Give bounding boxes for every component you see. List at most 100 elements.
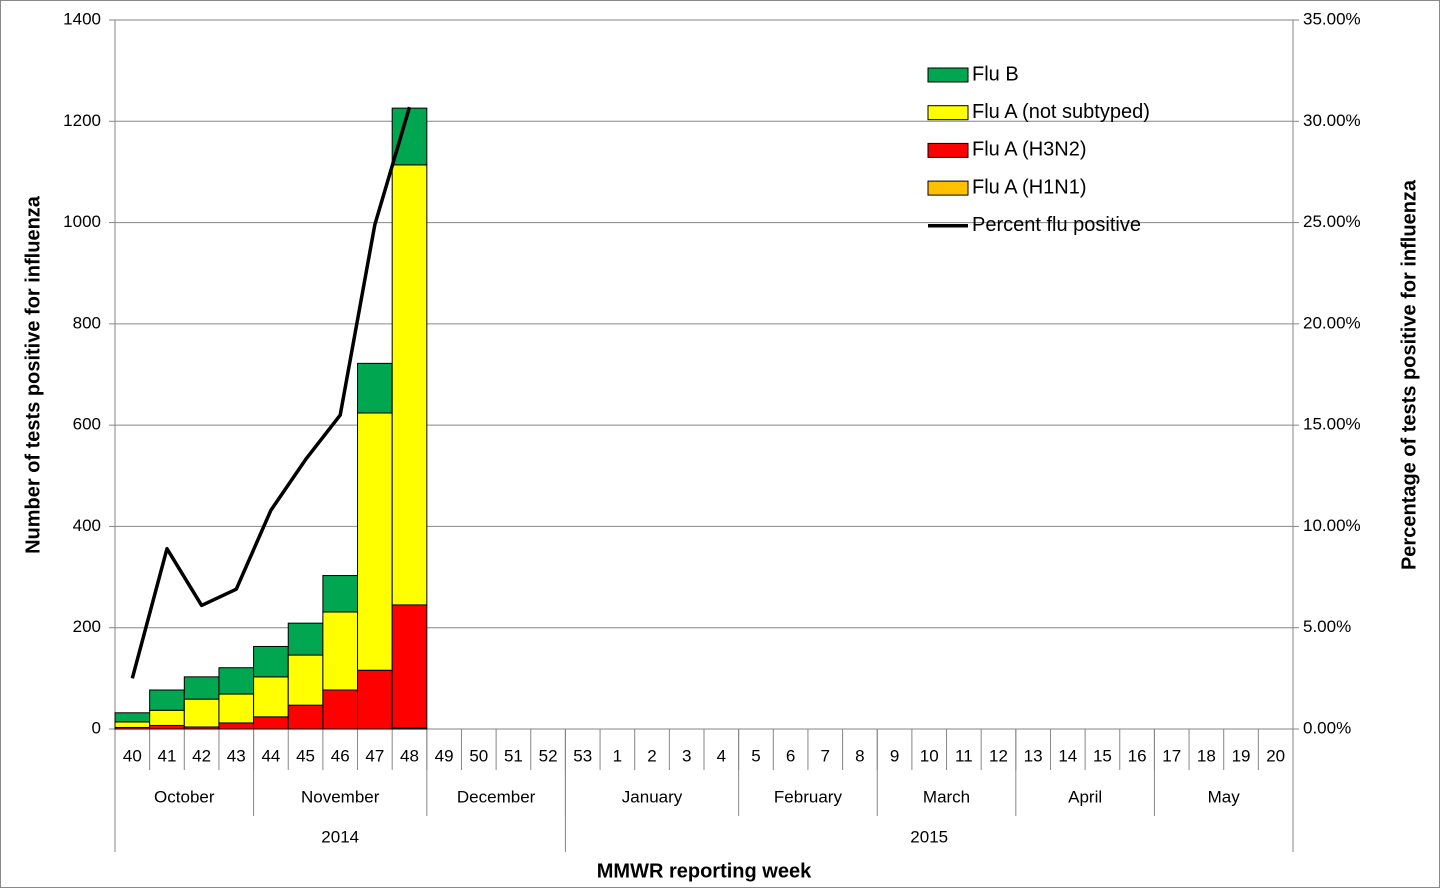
x-tick-label: 10: [920, 746, 939, 765]
x-tick-label: 42: [192, 746, 211, 765]
y2-tick-label: 20.00%: [1303, 313, 1361, 332]
bar-segment: [391, 164, 428, 606]
x-tick-label: 47: [365, 746, 384, 765]
x-tick-label: 19: [1232, 746, 1251, 765]
bar-segment: [218, 693, 255, 724]
x-tick-label: 13: [1024, 746, 1043, 765]
y-tick-label: 1200: [63, 111, 101, 130]
bar-segment: [287, 654, 324, 706]
bar-segment: [287, 704, 324, 730]
x-tick-label: 1: [613, 746, 622, 765]
bar-segment: [218, 667, 255, 695]
x-tick-label: 51: [504, 746, 523, 765]
y-tick-label: 0: [92, 718, 101, 737]
bar-segment: [287, 622, 324, 656]
x-tick-label: 40: [123, 746, 142, 765]
x-tick-label: 6: [786, 746, 795, 765]
x-tick-label: 53: [573, 746, 592, 765]
y-tick-label: 800: [73, 313, 101, 332]
x-tick-label: 41: [158, 746, 177, 765]
month-label: May: [1208, 787, 1241, 806]
bar-segment: [391, 604, 428, 729]
x-tick-label: 4: [717, 746, 726, 765]
bar-segment: [253, 676, 289, 718]
y2-tick-label: 25.00%: [1303, 212, 1361, 231]
x-tick-label: 17: [1162, 746, 1181, 765]
x-tick-label: 44: [261, 746, 280, 765]
y2-tick-label: 15.00%: [1303, 415, 1361, 434]
x-tick-label: 15: [1093, 746, 1112, 765]
month-label: October: [154, 787, 215, 806]
bar-segment: [218, 722, 255, 730]
x-tick-label: 9: [890, 746, 899, 765]
bar-segment: [183, 698, 220, 728]
x-tick-label: 5: [751, 746, 760, 765]
bar-segment: [114, 712, 151, 723]
bar-segment: [322, 611, 359, 691]
month-label: January: [622, 787, 683, 806]
x-tick-label: 7: [821, 746, 830, 765]
legend-text: Flu A (H3N2): [972, 139, 1086, 161]
bar-segment: [149, 724, 185, 730]
y2-axis-title: Percentage of tests positive for influen…: [1398, 179, 1420, 570]
year-label: 2015: [910, 827, 948, 846]
legend-text: Flu B: [972, 63, 1019, 85]
y-tick-label: 1400: [63, 9, 101, 28]
bar-segment: [183, 676, 220, 700]
bar-segment: [322, 575, 359, 613]
x-tick-label: 50: [469, 746, 488, 765]
x-tick-label: 12: [989, 746, 1008, 765]
legend-text: Percent flu positive: [972, 214, 1141, 236]
x-tick-label: 11: [955, 746, 973, 765]
x-tick-label: 46: [331, 746, 350, 765]
month-label: March: [923, 787, 970, 806]
x-tick-label: 48: [400, 746, 419, 765]
legend-swatch: [927, 142, 969, 158]
bar-segment: [253, 645, 289, 678]
y2-tick-label: 10.00%: [1303, 516, 1361, 535]
y-tick-label: 400: [73, 516, 101, 535]
y2-tick-label: 5.00%: [1303, 617, 1351, 636]
x-tick-label: 16: [1128, 746, 1147, 765]
legend-swatch: [927, 67, 969, 83]
y-axis-title: Number of tests positive for influenza: [22, 195, 44, 554]
bar-segment: [114, 721, 151, 728]
x-tick-label: 8: [855, 746, 864, 765]
legend-text: Flu A (not subtyped): [972, 101, 1150, 123]
x-tick-label: 45: [296, 746, 315, 765]
bar-segment: [357, 362, 393, 414]
y-tick-label: 1000: [63, 212, 101, 231]
bar-segment: [149, 709, 185, 726]
x-tick-label: 49: [435, 746, 454, 765]
legend-swatch: [927, 180, 969, 196]
bar-segment: [253, 716, 289, 730]
x-axis-title: MMWR reporting week: [597, 860, 812, 882]
x-tick-label: 18: [1197, 746, 1216, 765]
y2-tick-label: 30.00%: [1303, 111, 1361, 130]
x-tick-label: 43: [227, 746, 246, 765]
x-tick-label: 52: [539, 746, 558, 765]
month-label: November: [301, 787, 380, 806]
legend-text: Flu A (H1N1): [972, 176, 1086, 198]
bar-segment: [357, 669, 393, 730]
year-label: 2014: [321, 827, 359, 846]
bar-segment: [357, 412, 393, 671]
y2-tick-label: 0.00%: [1303, 718, 1351, 737]
x-tick-label: 20: [1266, 746, 1285, 765]
month-label: February: [774, 787, 843, 806]
bar-segment: [391, 107, 428, 166]
y2-tick-label: 35.00%: [1303, 9, 1361, 28]
month-label: December: [457, 787, 536, 806]
bar-segment: [322, 689, 359, 730]
legend-swatch: [927, 105, 969, 121]
x-tick-label: 3: [682, 746, 691, 765]
x-tick-label: 14: [1058, 746, 1077, 765]
y-tick-label: 200: [73, 617, 101, 636]
bar-segment: [149, 689, 185, 711]
y-tick-label: 600: [73, 415, 101, 434]
line-series: [130, 106, 412, 679]
month-label: April: [1068, 787, 1102, 806]
x-tick-label: 2: [647, 746, 656, 765]
